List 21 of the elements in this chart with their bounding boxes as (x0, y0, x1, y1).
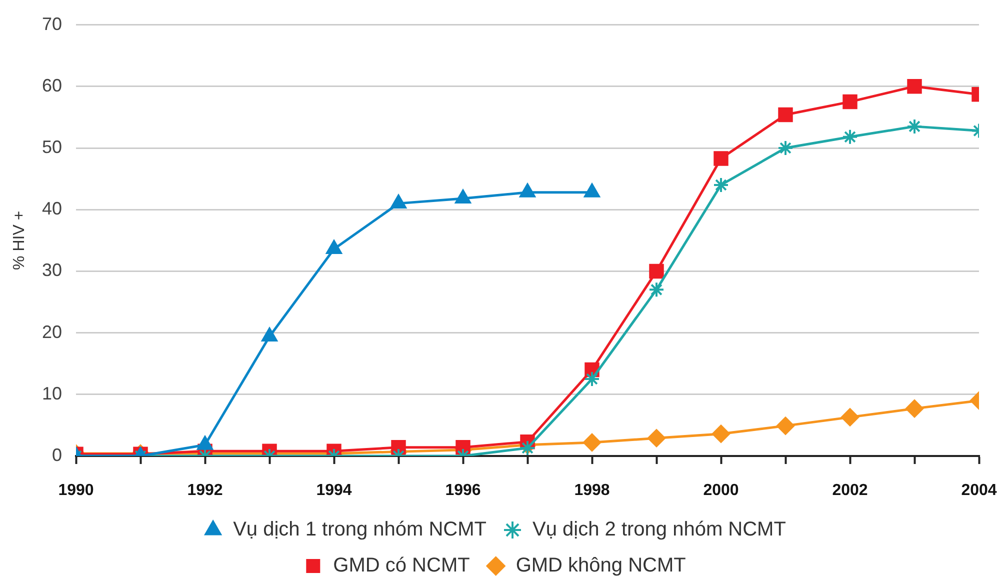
x-tick-label: 1992 (187, 482, 223, 500)
y-tick-label: 70 (42, 14, 62, 34)
legend-label: Vụ dịch 2 trong nhóm NCMT (532, 518, 786, 541)
y-tick-label: 20 (42, 322, 62, 342)
y-tick-label: 30 (42, 260, 62, 280)
x-tick-label: 2000 (703, 482, 739, 500)
legend-label: GMD không NCMT (516, 554, 686, 576)
legend-label: GMD có NCMT (333, 554, 470, 576)
x-tick-label: 2004 (961, 482, 997, 500)
y-tick-label: 60 (42, 75, 62, 96)
y-tick-label: 40 (42, 198, 62, 219)
y-tick-label: 50 (42, 136, 62, 157)
y-tick-label: 0 (52, 444, 62, 465)
x-tick-label: 1990 (58, 482, 94, 500)
x-tick-label: 1998 (574, 482, 610, 500)
y-tick-label: 10 (42, 383, 62, 404)
legend-label: Vụ dịch 1 trong nhóm NCMT (233, 518, 486, 541)
x-tick-label: 1996 (445, 482, 481, 500)
y-axis-title: % HIV + (11, 210, 28, 270)
x-tick-label: 2002 (832, 482, 868, 500)
x-tick-label: 1994 (316, 482, 352, 500)
